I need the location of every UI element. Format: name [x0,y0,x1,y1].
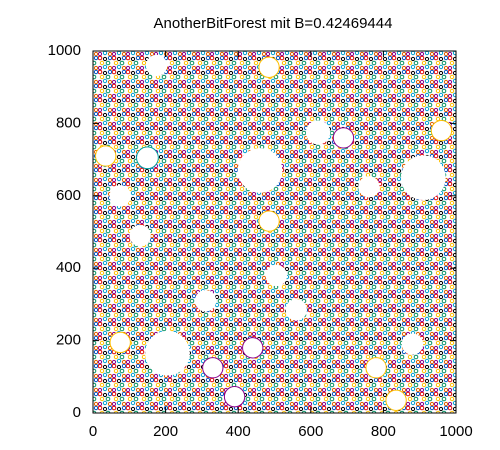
circle [385,389,407,411]
circle [401,333,424,355]
x-tick-label: 200 [153,423,178,440]
circle [401,155,446,200]
circle [242,337,264,359]
circle [430,119,453,142]
circle [194,290,217,312]
y-tick-label: 800 [56,114,81,131]
x-tick-label: 1000 [439,423,472,440]
y-tick-label: 600 [56,187,81,204]
circle [109,331,131,354]
y-tick-label: 1000 [48,42,81,59]
plot-frame [92,50,457,414]
circle [258,56,280,78]
circle [305,120,331,145]
y-tick-label: 0 [73,404,81,421]
circle [223,386,246,408]
circle [202,357,224,379]
circle [365,357,387,379]
circle [258,210,280,232]
circle [145,330,190,376]
circle [109,185,131,207]
circle [237,148,283,193]
circle [265,264,287,287]
circle [285,299,307,321]
circle [332,127,355,149]
chart-title: AnotherBitForest mit B=0.42469444 [154,15,393,32]
y-tick-label: 200 [56,332,81,349]
x-tick-label: 600 [298,423,323,440]
x-tick-label: 400 [226,423,251,440]
circle [145,54,168,77]
circle [129,224,151,247]
x-tick-label: 0 [89,423,97,440]
y-tick-label: 400 [56,259,81,276]
x-tick-label: 800 [371,423,396,440]
circle [136,146,159,170]
circle [95,145,117,167]
circle [358,176,380,198]
